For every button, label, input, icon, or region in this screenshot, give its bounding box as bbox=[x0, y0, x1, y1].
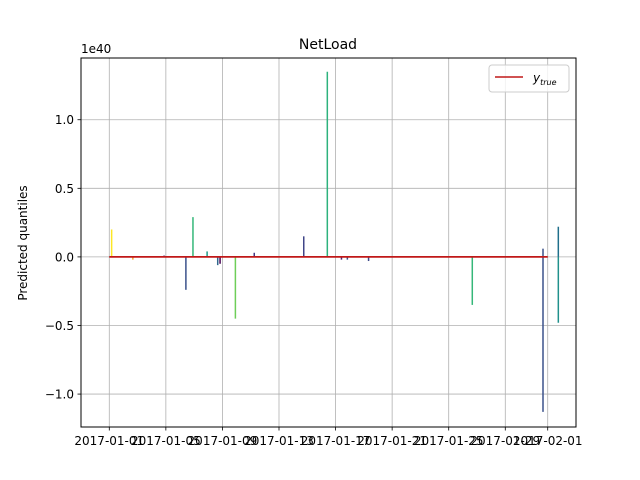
x-tick-label: 2017-02-01 bbox=[513, 434, 583, 448]
x-tick-label: 2017-01-29 bbox=[470, 434, 540, 448]
x-tick-label: 2017-01-01 bbox=[74, 434, 144, 448]
axes-frame bbox=[80, 57, 577, 428]
y-tick-label: 0.0 bbox=[55, 250, 74, 264]
y-exponent-label: 1e40 bbox=[81, 42, 111, 56]
y-tick-label: −1.0 bbox=[45, 388, 74, 402]
y-tick-label: 0.5 bbox=[55, 182, 74, 196]
y-axis-label: Predicted quantiles bbox=[16, 185, 30, 300]
y-tick-label: 1.0 bbox=[55, 113, 74, 127]
legend-label-main: y bbox=[532, 71, 541, 85]
y-tick-label: −0.5 bbox=[45, 319, 74, 333]
x-tick-label: 2017-01-25 bbox=[414, 434, 484, 448]
legend-box bbox=[488, 64, 570, 93]
x-tick-label: 2017-01-17 bbox=[301, 434, 371, 448]
chart-title: NetLoad bbox=[299, 37, 357, 53]
x-tick-label: 2017-01-13 bbox=[244, 434, 314, 448]
x-tick-label: 2017-01-09 bbox=[188, 434, 258, 448]
legend-label-subscript: true bbox=[540, 78, 556, 87]
x-tick-label: 2017-01-05 bbox=[131, 434, 201, 448]
plot-marks bbox=[109, 71, 560, 412]
legend: ytrue bbox=[488, 64, 570, 93]
legend-label: ytrue bbox=[532, 71, 557, 87]
x-tick-label: 2017-01-21 bbox=[357, 434, 427, 448]
ticks: −1.0−0.50.00.51.02017-01-012017-01-05201… bbox=[45, 113, 583, 448]
